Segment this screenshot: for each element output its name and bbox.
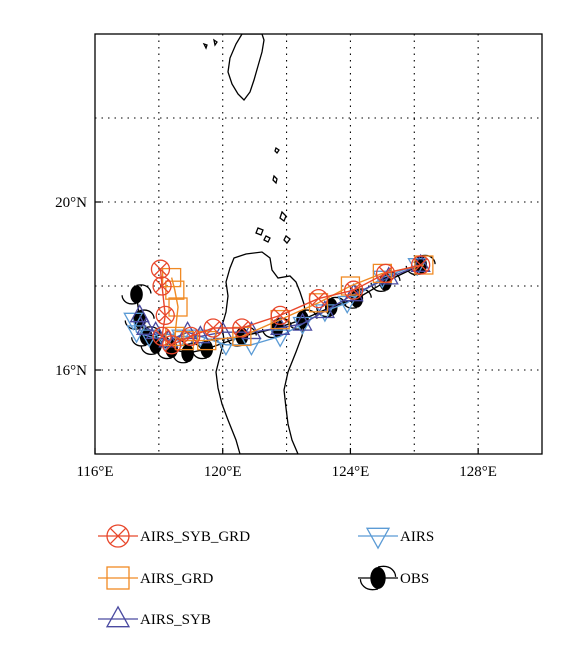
track-marker	[139, 327, 153, 346]
track-marker-arm-bottom	[261, 328, 278, 339]
track-marker	[314, 299, 335, 319]
track-marker-cross	[164, 338, 179, 352]
track-marker	[410, 253, 431, 272]
track-marker-cross	[184, 329, 198, 344]
track-marker	[292, 312, 313, 331]
legend-item-airs: AIRS	[358, 527, 434, 550]
track-marker	[308, 288, 329, 309]
axis-ticks: 116°E 120°E 124°E 128°E 20°N 16°N	[55, 195, 497, 480]
track-marker	[181, 344, 194, 363]
track-marker	[155, 305, 175, 326]
track-marker	[203, 318, 223, 338]
track-marker	[340, 276, 361, 296]
track-series	[121, 253, 436, 364]
legend-marker	[370, 567, 386, 589]
legend-marker	[106, 566, 130, 590]
track-marker	[343, 283, 364, 302]
track-marker-cross	[378, 266, 393, 281]
track-marker	[270, 305, 290, 326]
track-marker	[343, 280, 364, 300]
track-marker-arm-top	[187, 343, 203, 353]
x-tick-label: 120°E	[204, 464, 242, 480]
track-marker	[270, 309, 290, 330]
track-marker	[411, 255, 431, 275]
track-marker-arm-bottom	[370, 282, 386, 292]
track-marker	[152, 326, 172, 347]
x-tick-label: 116°E	[76, 464, 113, 480]
track-marker-cross	[158, 308, 173, 323]
track-marker-arm-bottom	[131, 337, 147, 347]
legend-marker-arm-bottom	[359, 579, 379, 591]
y-tick-label: 16°N	[55, 363, 87, 379]
track-marker-cross	[346, 283, 361, 297]
track-marker	[145, 320, 166, 340]
legend-label: OBS	[400, 571, 429, 587]
island-babuyan-3	[263, 235, 271, 243]
map-frame	[94, 33, 543, 455]
island-babuyan-1	[279, 210, 287, 223]
island-babuyan-2	[255, 227, 264, 236]
graticule-grid	[95, 34, 542, 454]
track-marker-cross	[311, 291, 326, 306]
legend-item-airs-grd: AIRS_GRD	[98, 566, 214, 590]
track-marker-cross	[273, 308, 287, 323]
track-airs-syb-grd	[150, 255, 431, 355]
track-marker-cross	[413, 258, 428, 272]
legend-label: AIRS	[400, 529, 434, 545]
legend: AIRS_SYB_GRD AIRS AIRS_GRD OBS AIRS_SYB	[98, 524, 434, 628]
track-marker	[375, 263, 396, 284]
track-marker-cross	[155, 329, 169, 344]
island-batanes-1	[274, 146, 280, 155]
legend-item-airs-syb-grd: AIRS_SYB_GRD	[98, 524, 250, 548]
track-line	[170, 264, 425, 342]
x-tick-label: 124°E	[332, 464, 370, 480]
legend-marker	[365, 527, 391, 550]
legend-label: AIRS_GRD	[140, 571, 214, 587]
track-marker-arm-top	[136, 284, 152, 294]
track-marker	[378, 266, 399, 285]
legend-marker	[106, 524, 130, 548]
island-penghu	[202, 38, 218, 50]
luzon-coastline	[215, 251, 307, 454]
y-tick-label: 20°N	[55, 195, 87, 211]
track-marker-arm-bottom	[121, 295, 137, 305]
track-marker	[372, 270, 393, 289]
track-marker	[130, 285, 143, 304]
taiwan-coastline	[227, 34, 265, 101]
track-marker	[152, 276, 172, 296]
legend-marker-cross	[109, 527, 127, 545]
track-marker	[150, 259, 171, 279]
track-marker-cross	[206, 321, 220, 335]
track-marker-cross	[153, 262, 168, 276]
track-marker	[292, 316, 313, 336]
track-marker	[232, 318, 252, 338]
x-tick-label: 128°E	[459, 464, 497, 480]
legend-marker	[105, 605, 131, 628]
coastlines	[202, 34, 307, 454]
track-marker-cross	[235, 321, 249, 335]
track-marker	[129, 304, 150, 323]
legend-item-obs: OBS	[358, 565, 429, 591]
legend-marker-arm-top	[377, 565, 397, 577]
track-marker	[270, 316, 291, 335]
legend-label: AIRS_SYB	[140, 612, 211, 628]
track-marker-cross	[155, 279, 169, 293]
legend-label: AIRS_SYB_GRD	[140, 529, 250, 545]
island-babuyan-4	[283, 235, 291, 244]
track-marker	[270, 329, 291, 348]
track-marker	[197, 330, 217, 351]
legend-item-airs-syb: AIRS_SYB	[98, 605, 211, 628]
track-marker	[215, 337, 237, 357]
track-marker	[135, 316, 157, 335]
track-marker	[181, 326, 201, 347]
island-batanes-2	[272, 174, 278, 185]
track-marker	[165, 326, 185, 347]
